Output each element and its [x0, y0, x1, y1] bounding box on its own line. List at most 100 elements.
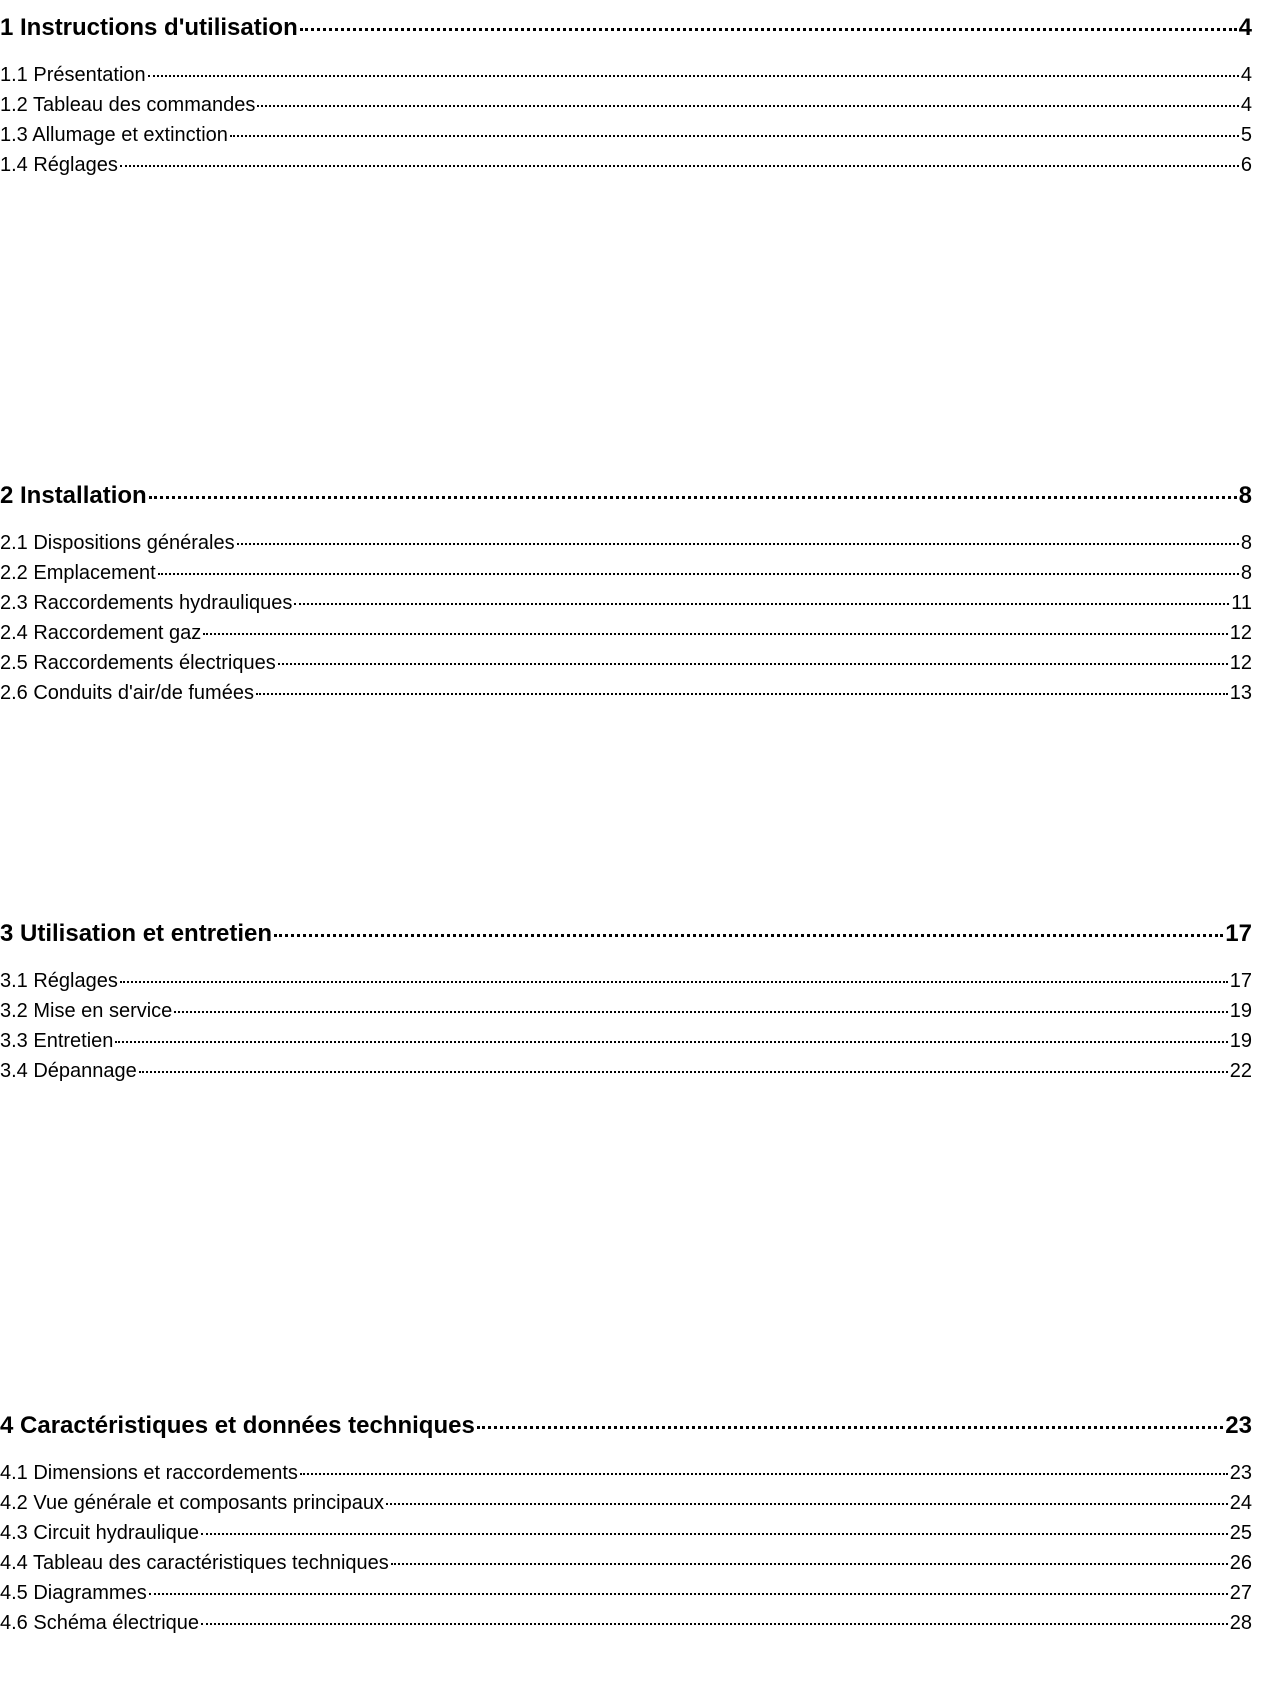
- toc-subsection-entry[interactable]: 2.1 Dispositions générales 8: [0, 528, 1252, 558]
- toc-chapter-entry[interactable]: 1 Instructions d'utilisation 4: [0, 12, 1252, 44]
- subsection-page-number: 4: [1240, 94, 1252, 116]
- toc-chapter-entry[interactable]: 4 Caractéristiques et données techniques…: [0, 1410, 1252, 1442]
- dot-leader: [148, 496, 1237, 499]
- dot-leader: [147, 75, 1239, 77]
- toc-section-3: 3 Utilisation et entretien 17 3.1 Réglag…: [0, 918, 1252, 1086]
- subsection-title: 2.5 Raccordements électriques: [0, 652, 276, 674]
- toc-subsection-entry[interactable]: 4.4 Tableau des caractéristiques techniq…: [0, 1548, 1252, 1578]
- subsection-title: 1.2 Tableau des commandes: [0, 94, 256, 116]
- subsection-title: 3.2 Mise en service: [0, 1000, 173, 1022]
- dot-leader: [255, 693, 1228, 695]
- toc-section-2: 2 Installation 8 2.1 Dispositions généra…: [0, 480, 1252, 708]
- subsection-title: 2.6 Conduits d'air/de fumées: [0, 682, 254, 704]
- chapter-page-number: 17: [1225, 920, 1252, 947]
- subsection-title: 3.1 Réglages: [0, 970, 118, 992]
- toc-subsection-entry[interactable]: 3.4 Dépannage 22: [0, 1056, 1252, 1086]
- chapter-page-number: 4: [1238, 14, 1252, 41]
- chapter-page-number: 23: [1225, 1412, 1252, 1439]
- subsection-page-number: 8: [1240, 562, 1252, 584]
- dot-leader: [299, 1473, 1228, 1475]
- dot-leader: [138, 1071, 1228, 1073]
- subsection-title: 2.1 Dispositions générales: [0, 532, 235, 554]
- dot-leader: [229, 135, 1239, 137]
- dot-leader: [115, 1041, 1228, 1043]
- toc-subsection-entry[interactable]: 4.1 Dimensions et raccordements 23: [0, 1458, 1252, 1488]
- toc-subsection-entry[interactable]: 4.2 Vue générale et composants principau…: [0, 1488, 1252, 1518]
- toc-subsection-entry[interactable]: 2.3 Raccordements hydrauliques 11: [0, 588, 1252, 618]
- toc-subsection-entry[interactable]: 2.2 Emplacement 8: [0, 558, 1252, 588]
- toc-chapter-entry[interactable]: 3 Utilisation et entretien 17: [0, 918, 1252, 950]
- dot-leader: [157, 573, 1239, 575]
- toc-subsection-entry[interactable]: 2.6 Conduits d'air/de fumées 13: [0, 678, 1252, 708]
- dot-leader: [203, 633, 1228, 635]
- subsection-page-number: 28: [1229, 1612, 1252, 1634]
- subsection-page-number: 6: [1240, 154, 1252, 176]
- subsection-page-number: 4: [1240, 64, 1252, 86]
- chapter-page-number: 8: [1238, 482, 1252, 509]
- subsection-title: 4.2 Vue générale et composants principau…: [0, 1492, 384, 1514]
- toc-subsection-entry[interactable]: 3.2 Mise en service 19: [0, 996, 1252, 1026]
- chapter-title: 2 Installation: [0, 482, 147, 509]
- dot-leader: [119, 165, 1239, 167]
- subsection-title: 3.3 Entretien: [0, 1030, 114, 1052]
- subsection-page-number: 12: [1229, 622, 1252, 644]
- dot-leader: [299, 28, 1237, 31]
- subsection-title: 4.1 Dimensions et raccordements: [0, 1462, 298, 1484]
- subsection-title: 1.4 Réglages: [0, 154, 118, 176]
- toc-subsection-entry[interactable]: 2.4 Raccordement gaz 12: [0, 618, 1252, 648]
- subsection-page-number: 26: [1229, 1552, 1252, 1574]
- toc-section-1: 1 Instructions d'utilisation 4 1.1 Prése…: [0, 12, 1252, 180]
- toc-subsection-entry[interactable]: 4.5 Diagrammes 27: [0, 1578, 1252, 1608]
- subsection-page-number: 23: [1229, 1462, 1252, 1484]
- subsection-page-number: 24: [1229, 1492, 1252, 1514]
- dot-leader: [201, 1623, 1228, 1625]
- toc-subsection-entry[interactable]: 1.2 Tableau des commandes 4: [0, 90, 1252, 120]
- chapter-title: 1 Instructions d'utilisation: [0, 14, 298, 41]
- dot-leader: [148, 1593, 1228, 1595]
- subsection-title: 4.6 Schéma électrique: [0, 1612, 200, 1634]
- dot-leader: [277, 663, 1228, 665]
- subsection-page-number: 13: [1229, 682, 1252, 704]
- subsection-page-number: 12: [1229, 652, 1252, 674]
- subsection-page-number: 19: [1229, 1030, 1252, 1052]
- subsection-title: 3.4 Dépannage: [0, 1060, 137, 1082]
- dot-leader: [294, 603, 1230, 605]
- dot-leader: [390, 1563, 1228, 1565]
- subsection-page-number: 27: [1229, 1582, 1252, 1604]
- subsection-title: 1.3 Allumage et extinction: [0, 124, 228, 146]
- toc-subsection-entry[interactable]: 3.1 Réglages 17: [0, 966, 1252, 996]
- subsection-page-number: 5: [1240, 124, 1252, 146]
- dot-leader: [257, 105, 1239, 107]
- subsection-title: 2.3 Raccordements hydrauliques: [0, 592, 293, 614]
- subsection-page-number: 19: [1229, 1000, 1252, 1022]
- dot-leader: [385, 1503, 1228, 1505]
- subsection-title: 4.5 Diagrammes: [0, 1582, 147, 1604]
- dot-leader: [274, 934, 1224, 937]
- toc-chapter-entry[interactable]: 2 Installation 8: [0, 480, 1252, 512]
- dot-leader: [476, 1426, 1224, 1429]
- toc-subsection-entry[interactable]: 4.6 Schéma électrique 28: [0, 1608, 1252, 1638]
- dot-leader: [236, 543, 1239, 545]
- subsection-page-number: 17: [1229, 970, 1252, 992]
- chapter-title: 4 Caractéristiques et données techniques: [0, 1412, 475, 1439]
- subsection-page-number: 11: [1231, 592, 1252, 614]
- subsection-title: 2.2 Emplacement: [0, 562, 156, 584]
- subsection-title: 1.1 Présentation: [0, 64, 146, 86]
- subsection-page-number: 25: [1229, 1522, 1252, 1544]
- toc-subsection-entry[interactable]: 3.3 Entretien 19: [0, 1026, 1252, 1056]
- chapter-title: 3 Utilisation et entretien: [0, 920, 273, 947]
- dot-leader: [174, 1011, 1228, 1013]
- toc-subsection-entry[interactable]: 2.5 Raccordements électriques 12: [0, 648, 1252, 678]
- toc-subsection-entry[interactable]: 4.3 Circuit hydraulique 25: [0, 1518, 1252, 1548]
- subsection-page-number: 22: [1229, 1060, 1252, 1082]
- dot-leader: [119, 981, 1228, 983]
- subsection-page-number: 8: [1240, 532, 1252, 554]
- toc-section-4: 4 Caractéristiques et données techniques…: [0, 1410, 1252, 1638]
- subsection-title: 4.4 Tableau des caractéristiques techniq…: [0, 1552, 389, 1574]
- toc-subsection-entry[interactable]: 1.3 Allumage et extinction 5: [0, 120, 1252, 150]
- toc-subsection-entry[interactable]: 1.1 Présentation 4: [0, 60, 1252, 90]
- dot-leader: [201, 1533, 1228, 1535]
- toc-subsection-entry[interactable]: 1.4 Réglages 6: [0, 150, 1252, 180]
- subsection-title: 2.4 Raccordement gaz: [0, 622, 202, 644]
